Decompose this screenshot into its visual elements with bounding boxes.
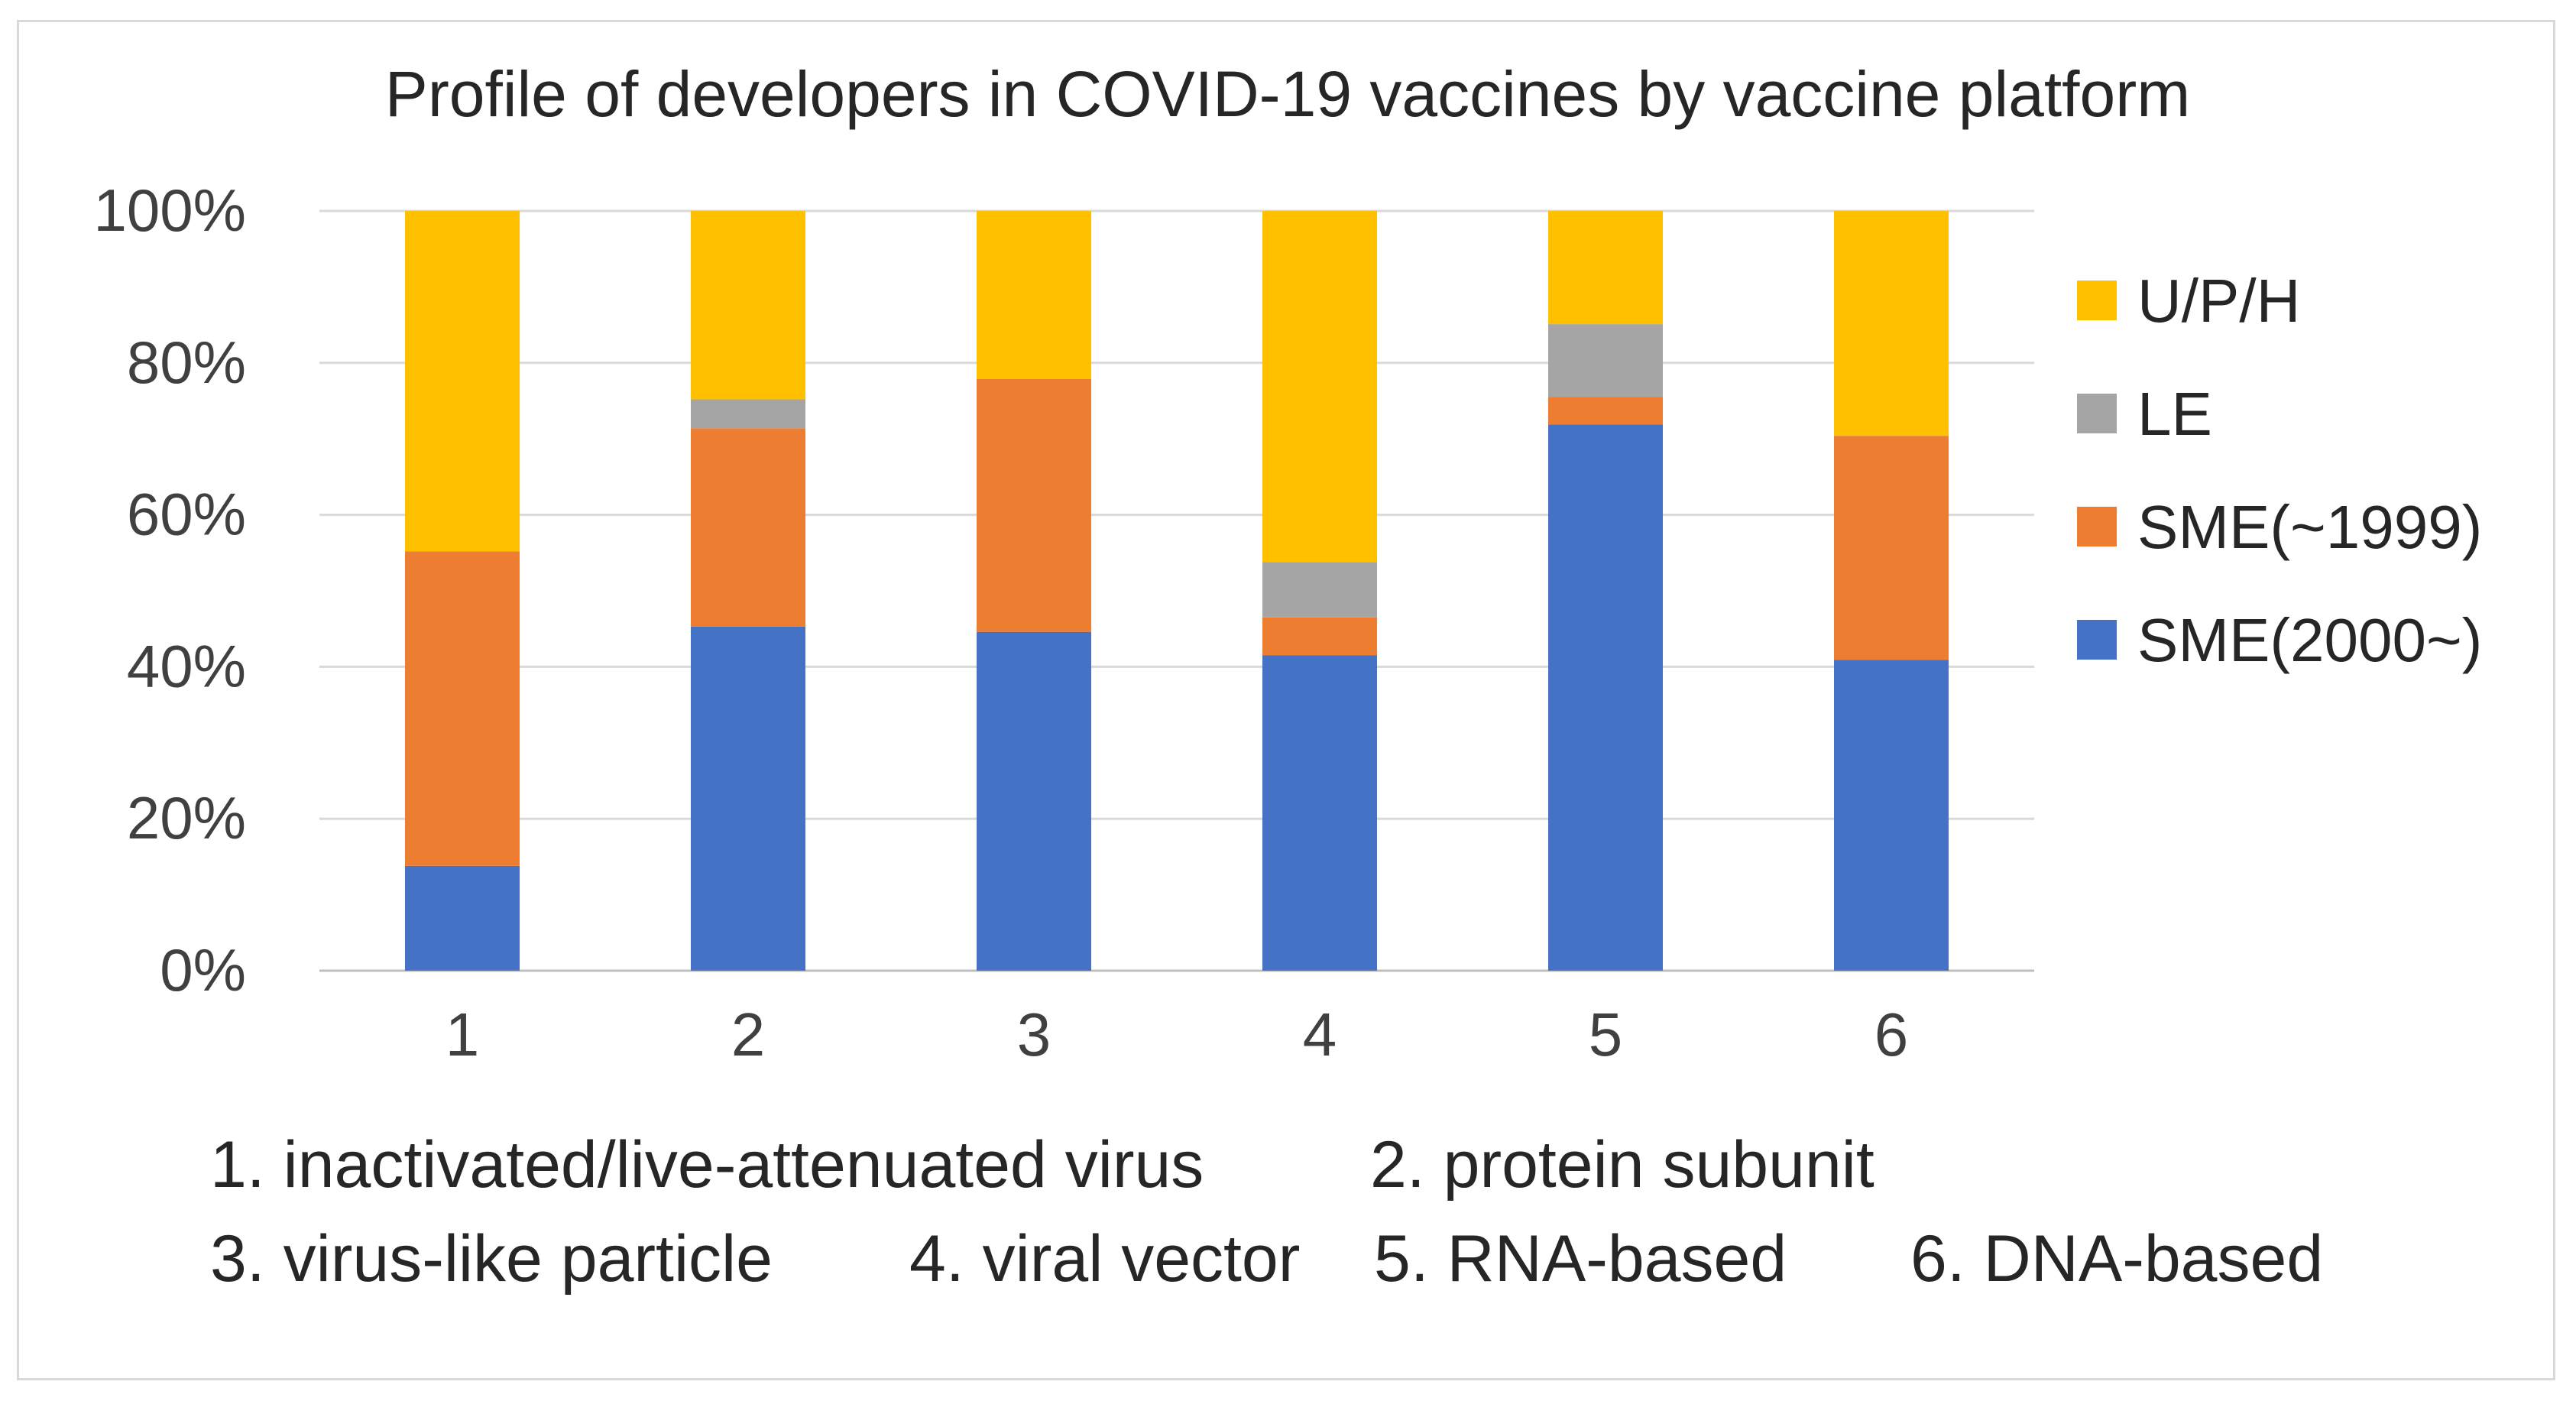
x-category-label: 4 [1303, 1000, 1337, 1069]
bar-segment-cat5-LE [1548, 324, 1663, 397]
legend-swatch [2077, 281, 2117, 320]
y-axis-tick-labels: 0% 20% 40% 60% 80% 100% [94, 177, 247, 1004]
bar-segment-cat5-SME(2000~) [1548, 424, 1663, 971]
x-category-label: 5 [1589, 1000, 1623, 1069]
y-tick-label: 80% [127, 329, 246, 396]
x-category-label: 1 [446, 1000, 480, 1069]
legend-swatch [2077, 507, 2117, 546]
legend-label: U/P/H [2137, 267, 2300, 335]
bar-segment-cat5-SME(~1999) [1548, 397, 1663, 425]
legend-swatch [2077, 620, 2117, 660]
bar-segment-cat4-SME(~1999) [1262, 617, 1377, 656]
bars [405, 211, 1949, 971]
bar-segment-cat2-LE [691, 399, 805, 429]
platform-footnote-item: 5. RNA-based [1374, 1222, 1787, 1296]
platform-footnote-item: 2. protein subunit [1370, 1128, 1874, 1202]
bar-segment-cat6-SME(~1999) [1834, 436, 1949, 660]
bar-segment-cat5-U/P/H [1548, 211, 1663, 325]
bar-segment-cat1-SME(~1999) [405, 551, 520, 866]
chart-title: Profile of developers in COVID-19 vaccin… [385, 58, 2190, 130]
platform-footnote-item: 4. viral vector [909, 1222, 1300, 1296]
platform-footnote-item: 3. virus-like particle [210, 1222, 773, 1296]
platform-footnote-item: 1. inactivated/live-attenuated virus [210, 1128, 1204, 1202]
bar-segment-cat2-SME(2000~) [691, 626, 805, 971]
y-tick-label: 0% [160, 936, 246, 1004]
platform-footnote-item: 6. DNA-based [1910, 1222, 2323, 1296]
bar-segment-cat3-SME(2000~) [977, 631, 1091, 971]
bar-segment-cat4-LE [1262, 562, 1377, 618]
legend: U/P/H LE SME(~1999) SME(2000~) [2077, 267, 2482, 674]
legend-label: SME(~1999) [2137, 493, 2482, 561]
bar-segment-cat2-U/P/H [691, 211, 805, 400]
bar-segment-cat3-U/P/H [977, 211, 1091, 379]
bar-segment-cat4-SME(2000~) [1262, 655, 1377, 971]
bar-segment-cat2-SME(~1999) [691, 428, 805, 627]
bar-segment-cat6-U/P/H [1834, 211, 1949, 436]
x-category-label: 6 [1874, 1000, 1909, 1069]
x-axis-category-labels: 1 2 3 4 5 6 [446, 1000, 1909, 1069]
bar-segment-cat1-U/P/H [405, 211, 520, 552]
bar-segment-cat6-SME(2000~) [1834, 660, 1949, 971]
legend-label: LE [2137, 380, 2212, 448]
y-tick-label: 100% [94, 177, 247, 244]
bar-segment-cat3-SME(~1999) [977, 378, 1091, 632]
y-tick-label: 20% [127, 784, 246, 851]
bar-segment-cat4-U/P/H [1262, 211, 1377, 563]
gridlines [319, 209, 2034, 972]
x-category-label: 3 [1017, 1000, 1051, 1069]
y-tick-label: 40% [127, 632, 246, 699]
x-category-label: 2 [731, 1000, 766, 1069]
y-tick-label: 60% [127, 481, 246, 548]
legend-label: SME(2000~) [2137, 606, 2482, 674]
legend-swatch [2077, 394, 2117, 433]
bar-segment-cat1-SME(2000~) [405, 865, 520, 971]
platform-footnote: 1. inactivated/live-attenuated virus 2. p… [210, 1128, 2323, 1296]
